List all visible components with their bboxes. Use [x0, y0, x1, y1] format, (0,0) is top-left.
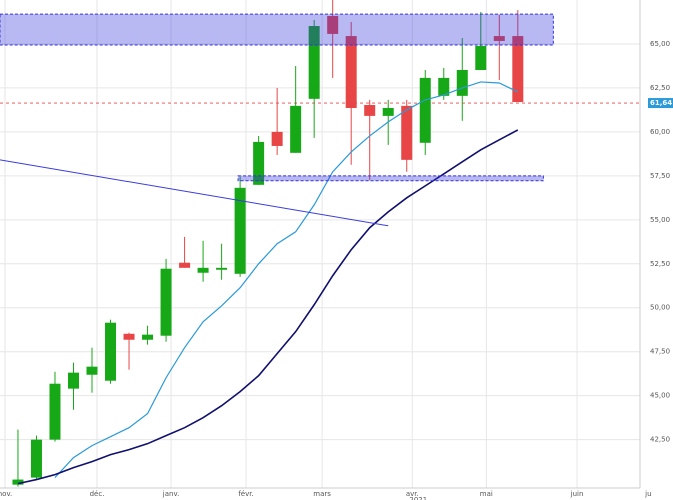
candle-body [364, 104, 376, 116]
candle-body [401, 105, 413, 160]
candle-body [179, 262, 191, 268]
y-tick-label: 42,50 [650, 436, 670, 444]
y-tick-label: 52,50 [650, 260, 670, 268]
candle-body [290, 105, 302, 153]
candle-body [142, 334, 154, 340]
y-tick-label: 57,50 [650, 172, 670, 180]
y-tick-label: 45,00 [650, 392, 670, 400]
moving-average [54, 81, 519, 479]
candle-body [216, 267, 228, 270]
year-label: 2021 [409, 496, 427, 500]
y-tick-label: 65,00 [650, 40, 670, 48]
candle-body [493, 36, 505, 41]
candle-body [123, 333, 135, 340]
candle-body [456, 69, 468, 96]
zone [237, 175, 544, 182]
candle-body [30, 439, 42, 478]
x-tick-label: janv. [162, 490, 180, 498]
price-badge [648, 98, 673, 109]
candle-body [105, 322, 117, 381]
x-tick-label: avr. [406, 490, 419, 498]
candle-body [419, 77, 431, 143]
x-tick-label: mai [480, 490, 493, 498]
x-tick-label: ju [644, 490, 651, 498]
x-tick-label: févr. [238, 490, 253, 498]
candle-body [253, 141, 265, 185]
moving-average [17, 129, 519, 485]
y-tick-label: 50,00 [650, 304, 670, 312]
candle-body [197, 267, 209, 273]
candle-body [475, 45, 487, 70]
trend-line [0, 159, 389, 227]
candle-body [86, 366, 98, 375]
candle-body [382, 107, 394, 116]
candle-body [12, 479, 24, 485]
y-tick-label: 47,50 [650, 348, 670, 356]
x-tick-label: nov. [0, 490, 12, 498]
candle-body [160, 268, 172, 336]
x-tick-label: mars [313, 490, 331, 498]
candle-body [67, 372, 79, 389]
y-tick-label: 55,00 [650, 216, 670, 224]
candle-body [308, 26, 320, 99]
candle-body [345, 36, 357, 108]
x-tick-label: juin [570, 490, 584, 498]
x-tick-label: déc. [90, 490, 105, 498]
candle-body [327, 16, 339, 34]
zone [0, 13, 554, 46]
y-tick-label: 60,00 [650, 128, 670, 136]
candle-body [512, 36, 524, 102]
y-tick-label: 62,50 [650, 84, 670, 92]
candle-body [234, 187, 246, 274]
price-label: 61,64 [650, 99, 672, 107]
candle-body [271, 131, 283, 146]
candle-body [49, 383, 61, 440]
candle-body [438, 77, 450, 96]
